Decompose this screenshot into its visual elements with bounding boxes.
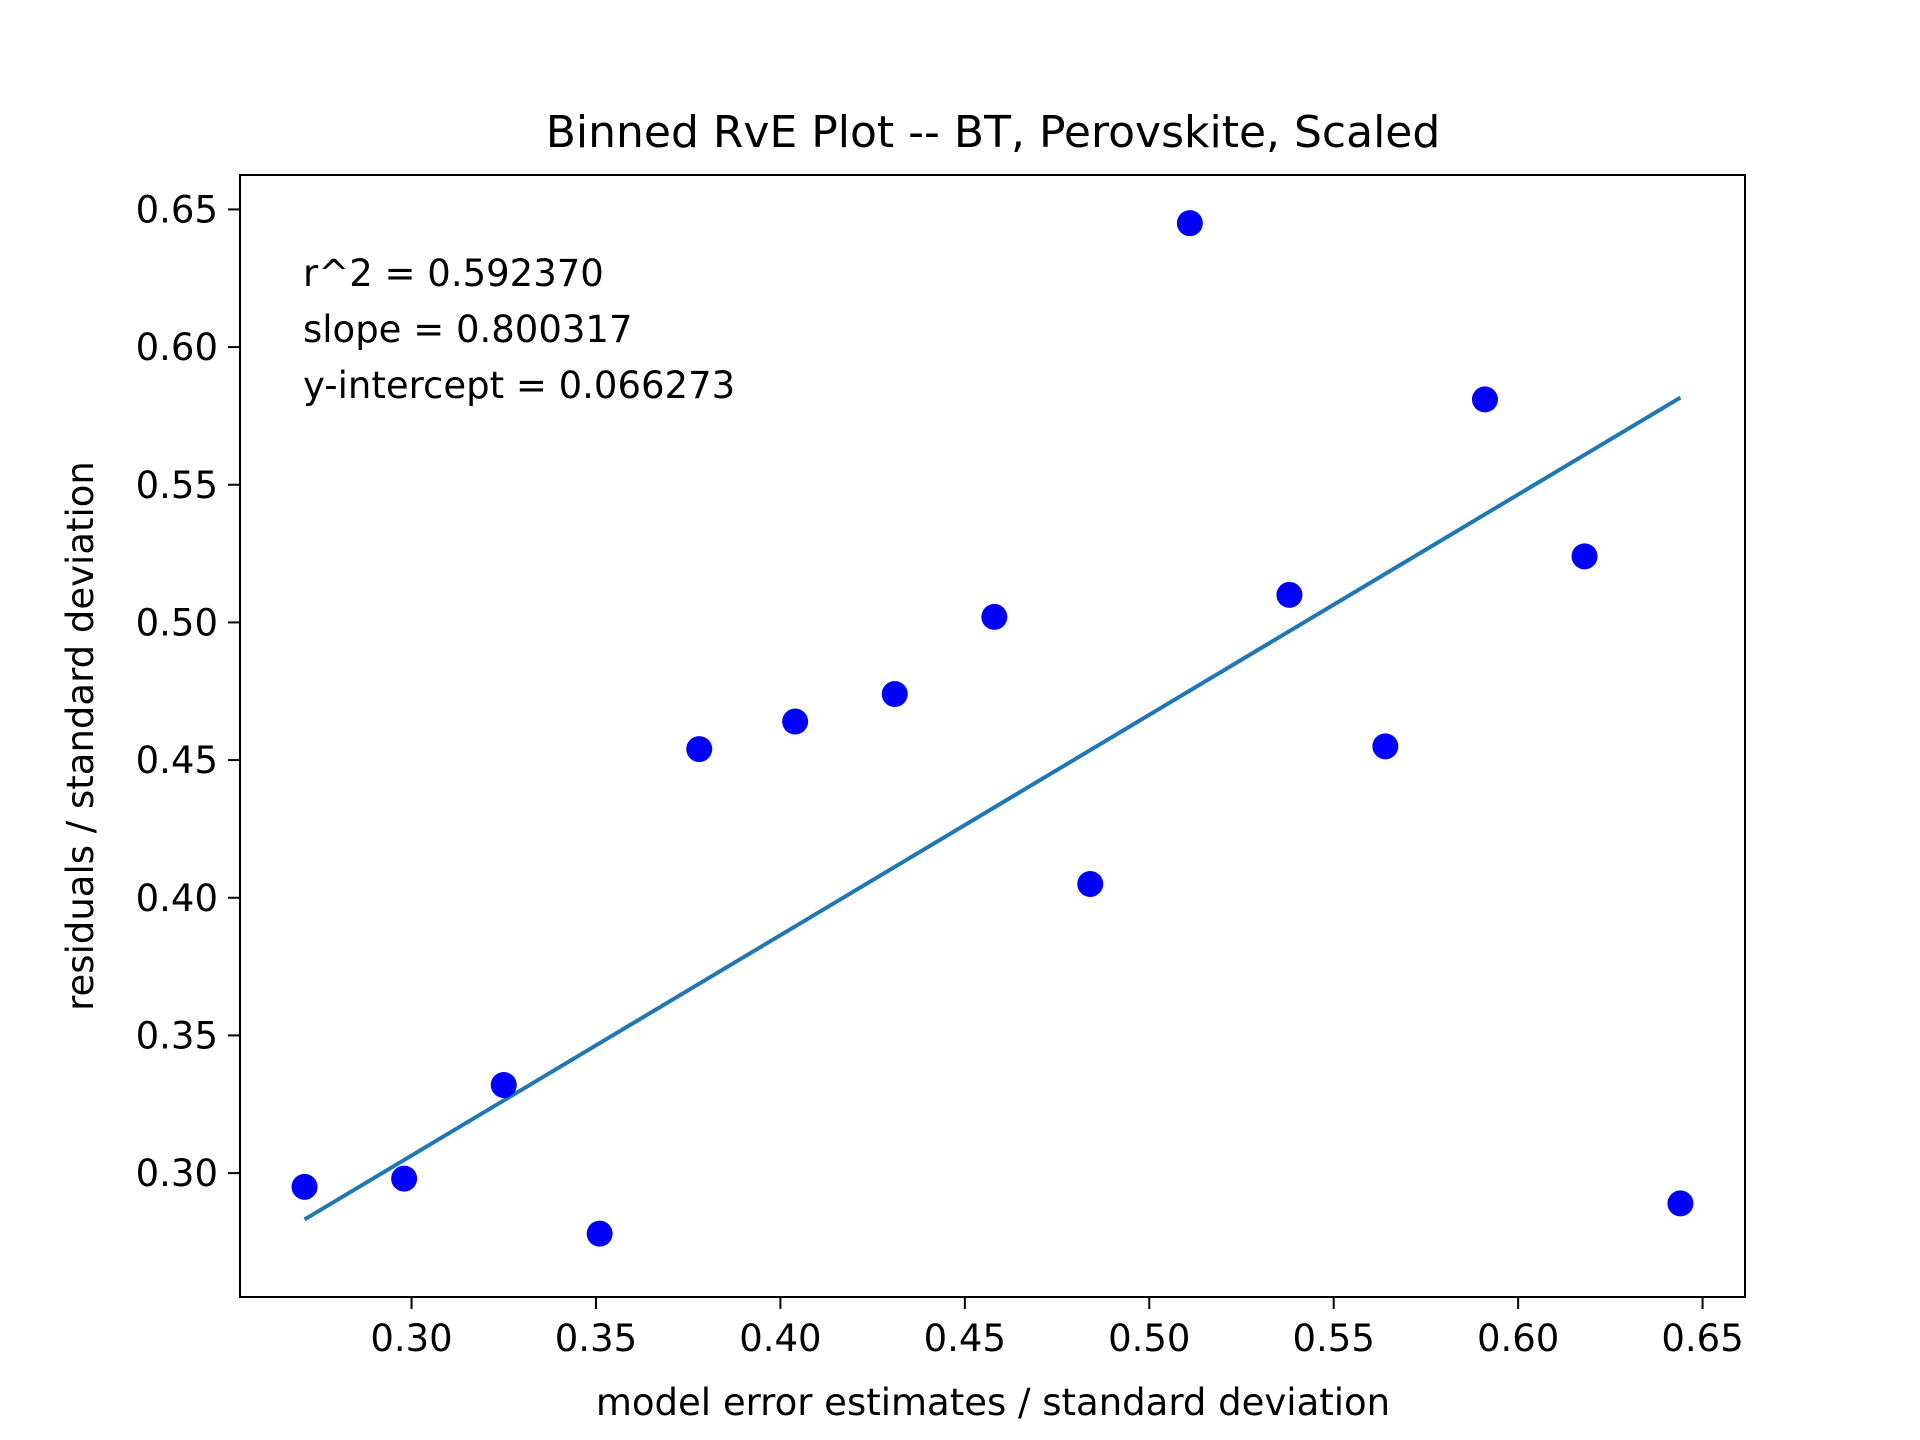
y-axis-label: residuals / standard deviation	[59, 461, 102, 1011]
data-point-8	[981, 603, 1008, 630]
chart-title: Binned RvE Plot -- BT, Perovskite, Scale…	[546, 107, 1441, 158]
y-tick-label: 0.45	[136, 739, 218, 782]
data-point-1	[291, 1173, 318, 1200]
points-layer	[291, 210, 1694, 1247]
data-point-12	[1372, 733, 1399, 760]
fit-line-layer	[303, 395, 1682, 1222]
y-tick-label: 0.60	[136, 326, 218, 369]
r-squared-annotation: r^2 = 0.592370	[303, 252, 604, 295]
x-axis-label: model error estimates / standard deviati…	[596, 1381, 1390, 1424]
data-point-4	[586, 1220, 613, 1247]
x-tick-label: 0.35	[555, 1317, 637, 1360]
x-tick-label: 0.45	[924, 1317, 1006, 1360]
x-tick-label: 0.55	[1293, 1317, 1375, 1360]
x-tick-label: 0.65	[1661, 1317, 1743, 1360]
x-tick-label: 0.30	[370, 1317, 452, 1360]
data-point-9	[1077, 870, 1104, 897]
y-tick-label: 0.30	[136, 1152, 218, 1195]
data-point-15	[1667, 1190, 1694, 1217]
data-point-5	[686, 736, 713, 763]
x-axis-ticks: 0.30 0.35 0.40 0.45 0.50 0.55 0.60 0.65	[370, 1297, 1744, 1360]
x-tick-label: 0.40	[739, 1317, 821, 1360]
y-axis-ticks: 0.30 0.35 0.40 0.45 0.50 0.55 0.60 0.65	[136, 188, 240, 1195]
y-tick-label: 0.50	[136, 601, 218, 644]
intercept-annotation: y-intercept = 0.066273	[303, 364, 735, 407]
fit-line	[303, 395, 1682, 1222]
x-tick-label: 0.60	[1477, 1317, 1559, 1360]
data-point-7	[881, 681, 908, 708]
x-tick-label: 0.50	[1108, 1317, 1190, 1360]
data-point-14	[1571, 543, 1598, 570]
y-tick-label: 0.40	[136, 877, 218, 920]
data-point-3	[490, 1071, 517, 1098]
data-point-10	[1176, 210, 1203, 237]
plot-frame	[239, 174, 1746, 1298]
data-point-6	[782, 708, 809, 735]
data-point-2	[391, 1165, 418, 1192]
y-tick-label: 0.65	[136, 188, 218, 231]
y-tick-label: 0.35	[136, 1014, 218, 1057]
data-point-11	[1276, 581, 1303, 608]
slope-annotation: slope = 0.800317	[303, 308, 633, 351]
y-tick-label: 0.55	[136, 464, 218, 507]
annotation-block: r^2 = 0.592370 slope = 0.800317 y-interc…	[303, 252, 735, 407]
data-point-13	[1471, 386, 1498, 413]
